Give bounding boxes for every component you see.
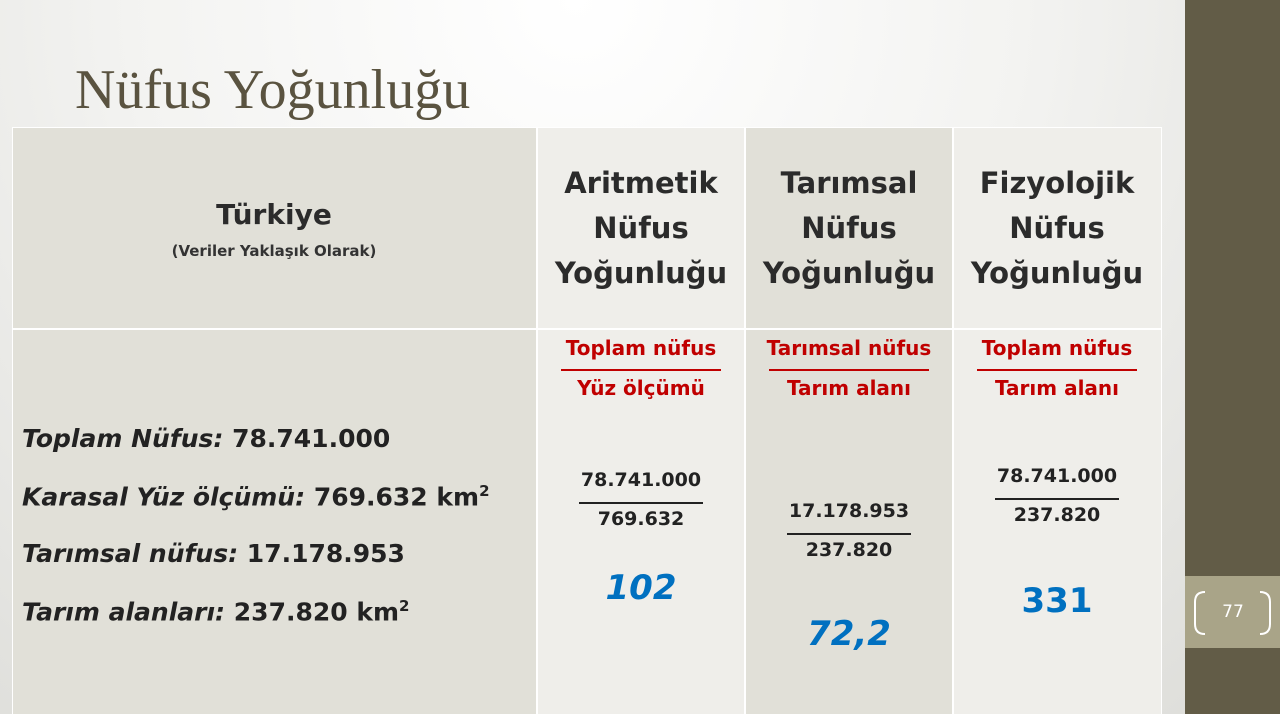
calc-denominator: 769.632 [597, 508, 685, 530]
fact-label: Tarım alanları: [22, 596, 226, 626]
column-header: Fizyolojik [979, 166, 1135, 200]
calc-denominator: 237.820 [1013, 504, 1101, 526]
column-header: Aritmetik [564, 166, 718, 200]
formula-denominator: Yüz ölçümü [577, 376, 705, 400]
fact-label: Karasal Yüz ölçümü: [22, 481, 306, 511]
column-header: Nüfus [1009, 211, 1105, 245]
table-cell [537, 127, 745, 329]
calc-denominator: 237.820 [805, 539, 893, 561]
page-number: 77 [1222, 602, 1244, 622]
formula-numerator: Toplam nüfus [981, 336, 1133, 360]
column-header: Yoğunluğu [554, 256, 728, 290]
column-header: Nüfus [593, 211, 689, 245]
fact-superscript: 2 [479, 481, 490, 500]
fact-value: 769.632 km [313, 481, 480, 511]
calc-line [579, 502, 703, 504]
fact-label: Toplam Nüfus: [22, 424, 224, 453]
calc-numerator: 17.178.953 [788, 500, 910, 522]
calc-line [995, 498, 1119, 500]
fact-row: Toplam Nüfus: 78.741.000 [22, 424, 390, 453]
table-cell [953, 329, 1162, 714]
calc-result: 72,2 [807, 614, 891, 654]
table-cell [537, 329, 745, 714]
column-header: Yoğunluğu [970, 256, 1144, 290]
calc-numerator: 78.741.000 [580, 469, 702, 491]
table-cell [953, 127, 1162, 329]
calc-result: 331 [1021, 581, 1093, 621]
formula-line [561, 369, 721, 371]
formula-denominator: Tarım alanı [994, 376, 1120, 400]
fact-row: Tarımsal nüfus: 17.178.953 [22, 539, 405, 568]
fact-value: 17.178.953 [246, 539, 405, 568]
fact-superscript: 2 [399, 596, 410, 615]
page-number-frame [1194, 591, 1271, 635]
table-cell [12, 329, 537, 714]
formula-numerator: Tarımsal nüfus [766, 336, 932, 360]
fact-value: 237.820 km [233, 596, 400, 626]
page-number-band [1185, 576, 1280, 648]
table-cell [12, 127, 537, 329]
calc-numerator: 78.741.000 [996, 465, 1118, 487]
slide-title: Nüfus Yoğunluğu [75, 59, 471, 121]
fact-row: Tarım alanları: 237.820 km2 [22, 597, 409, 626]
fact-label: Tarımsal nüfus: [22, 539, 239, 568]
column-header: Yoğunluğu [762, 256, 936, 290]
formula-line [769, 369, 929, 371]
table-cell [745, 127, 953, 329]
formula-denominator: Tarım alanı [786, 376, 912, 400]
header-title: Türkiye [216, 198, 332, 231]
formula-line [977, 369, 1137, 371]
formula-numerator: Toplam nüfus [565, 336, 717, 360]
table-cell [745, 329, 953, 714]
fact-value: 78.741.000 [232, 424, 391, 453]
fact-row: Karasal Yüz ölçümü: 769.632 km2 [22, 482, 490, 511]
column-header: Tarımsal [780, 166, 918, 200]
column-header: Nüfus [801, 211, 897, 245]
calc-result: 102 [605, 568, 677, 608]
calc-line [787, 533, 911, 535]
header-subtitle: (Veriler Yaklaşık Olarak) [171, 242, 377, 260]
